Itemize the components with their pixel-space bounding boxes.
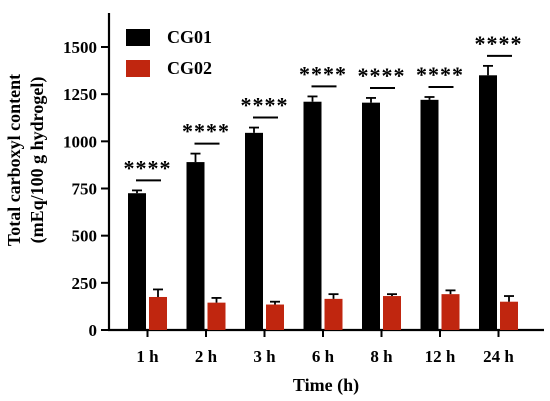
significance-label: **** <box>124 155 172 180</box>
legend: CG01 CG02 <box>126 27 212 78</box>
x-axis-title: Time (h) <box>293 375 359 396</box>
legend-swatch-cg02 <box>126 60 150 77</box>
x-tick-label: 3 h <box>253 347 276 366</box>
significance-label: **** <box>241 93 289 118</box>
significance-markers: **** **** **** **** **** **** **** <box>124 31 523 182</box>
y-tick-label: 750 <box>72 180 98 199</box>
y-axis-title-line2: (mEq/100 g hydrogel) <box>27 77 48 244</box>
x-tick-label: 2 h <box>195 347 218 366</box>
bar-cg02 <box>383 296 401 330</box>
x-tick-labels: 1 h 2 h 3 h 6 h 8 h 12 h 24 h <box>136 330 514 366</box>
bar-cg02 <box>266 304 284 330</box>
y-tick-label: 500 <box>72 227 98 246</box>
y-ticks: 0 250 500 750 1000 1250 1500 <box>63 38 109 340</box>
x-tick-label: 8 h <box>370 347 393 366</box>
bar-cg01 <box>245 132 263 330</box>
bar-cg02 <box>441 294 460 330</box>
y-tick-label: 1500 <box>63 38 97 57</box>
bar-cg01 <box>479 75 497 330</box>
y-axis-title-line1: Total carboxyl content <box>4 74 24 246</box>
x-tick-label: 1 h <box>136 347 159 366</box>
bar-cg01 <box>420 99 439 331</box>
x-tick-label: 24 h <box>483 347 514 366</box>
bar-cg02 <box>324 298 343 330</box>
bar-cg02 <box>500 301 518 330</box>
x-tick-label: 6 h <box>312 347 335 366</box>
significance-label: **** <box>416 62 464 87</box>
significance-label: **** <box>475 31 523 56</box>
bar-cg02 <box>149 296 167 330</box>
y-tick-label: 0 <box>89 321 98 340</box>
bar-cg01 <box>186 162 205 330</box>
y-tick-label: 1000 <box>63 132 97 151</box>
significance-label: **** <box>182 119 230 144</box>
bar-cg02 <box>207 302 226 330</box>
y-tick-label: 1250 <box>63 85 97 104</box>
y-tick-label: 250 <box>72 274 98 293</box>
bars <box>128 64 518 331</box>
legend-label-cg01: CG01 <box>167 27 212 47</box>
x-tick-label: 12 h <box>425 347 456 366</box>
significance-label: **** <box>299 61 347 86</box>
bar-cg01 <box>362 102 380 330</box>
legend-label-cg02: CG02 <box>167 58 212 78</box>
significance-label: **** <box>358 63 406 88</box>
legend-swatch-cg01 <box>126 29 150 46</box>
bar-cg01 <box>128 193 146 330</box>
bar-cg01 <box>303 101 322 330</box>
